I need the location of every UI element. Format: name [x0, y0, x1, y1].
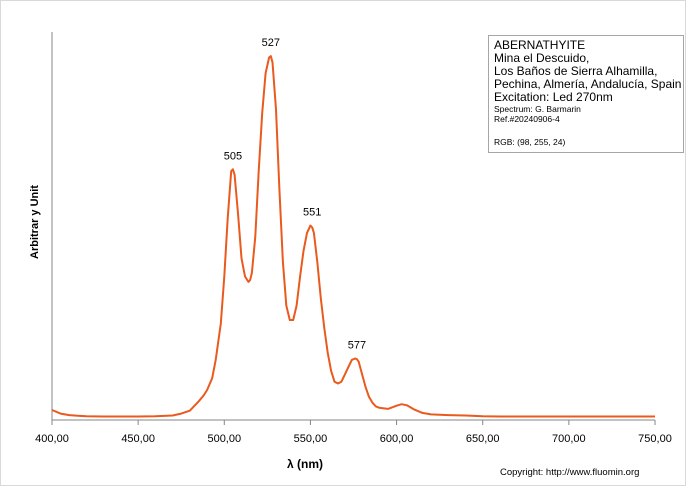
spectrum-author: Spectrum: G. Barmarin [494, 104, 581, 114]
peak-label: 505 [224, 150, 242, 162]
reference-number: Ref.#20240906-4 [494, 114, 560, 124]
x-tick-label: 700,00 [552, 433, 586, 445]
peak-label: 551 [303, 207, 321, 219]
x-tick-label: 550,00 [294, 433, 328, 445]
peak-label: 527 [262, 37, 280, 49]
x-ticks: 400,00 450,00 500,00 550,00 600,00 650,00 700,… [35, 420, 672, 445]
copyright-note: Copyright: http://www.fluomin.org [500, 467, 640, 478]
x-tick-label: 600,00 [380, 433, 414, 445]
specimen-info-box: ABERNATHYITE Mina el Descuido, Los Baños… [488, 35, 684, 153]
locality-line-2: Los Baños de Sierra Alhamilla, [494, 64, 658, 78]
x-tick-label: 450,00 [121, 433, 155, 445]
peak-label: 577 [348, 339, 366, 351]
x-tick-label: 650,00 [466, 433, 500, 445]
locality-line-1: Mina el Descuido, [494, 51, 590, 65]
x-axis-label: λ (nm) [287, 457, 323, 471]
excitation-info: Excitation: Led 270nm [494, 90, 613, 104]
x-tick-label: 500,00 [207, 433, 241, 445]
y-axis-label: Arbitrar y Unit [29, 185, 41, 259]
x-tick-label: 750,00 [638, 433, 672, 445]
rgb-value: RGB: (98, 255, 24) [494, 137, 566, 147]
mineral-name: ABERNATHYITE [494, 38, 586, 52]
x-tick-label: 400,00 [35, 433, 69, 445]
emission-spectrum-line [51, 55, 655, 418]
axes [51, 32, 655, 421]
locality-line-3: Pechina, Almería, Andalucía, Spain [494, 77, 682, 91]
peak-annotations: 505 527 551 577 [224, 37, 366, 351]
